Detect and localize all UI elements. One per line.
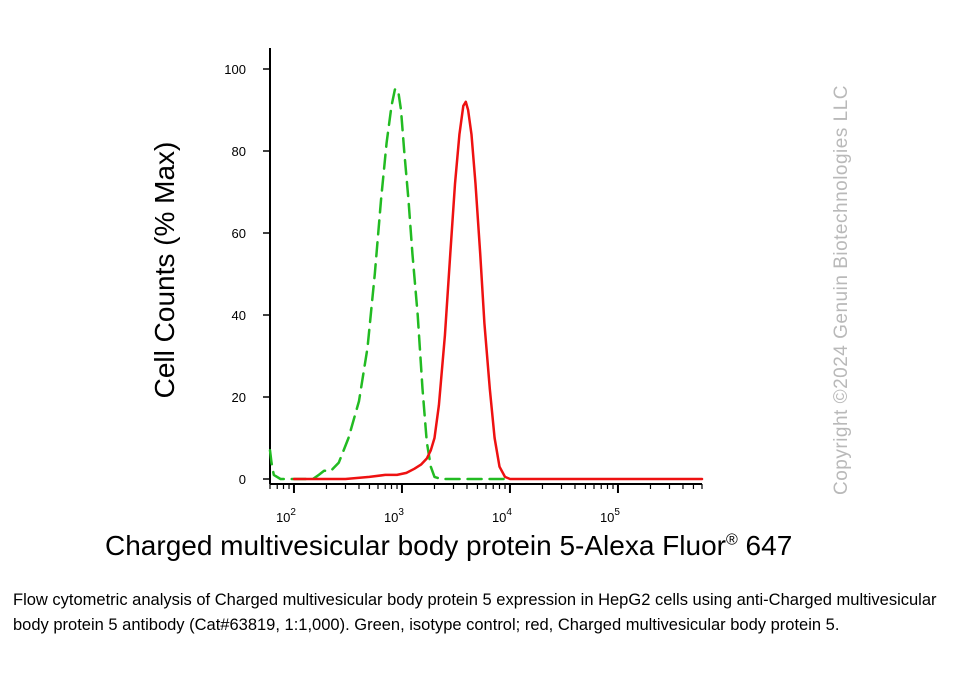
y-axis-label: Cell Counts (% Max) [149,141,180,399]
figure-caption: Flow cytometric analysis of Charged mult… [13,591,937,634]
copyright-watermark: Copyright ©2024 Genuin Biotechnologies L… [831,85,852,495]
y-tick-label: 40 [232,308,246,323]
x-tick-label: 102 [276,507,296,525]
x-axis-label-suffix: 647 [737,530,793,561]
antibody-stained-curve [292,100,704,481]
x-axis-label-text: Charged multivesicular body protein 5-Al… [105,530,726,561]
y-tick-label: 0 [239,472,246,487]
x-tick-label: 105 [600,507,620,525]
x-tick-label: 104 [492,507,512,525]
isotype-control-curve [268,88,512,481]
y-tick-label: 60 [232,226,246,241]
x-axis-label: Charged multivesicular body protein 5-Al… [105,530,792,562]
y-tick-label: 80 [232,144,246,159]
y-tick-label: 100 [224,62,246,77]
y-tick-label: 20 [232,390,246,405]
registered-mark: ® [725,531,738,549]
x-tick-label: 103 [384,507,404,525]
